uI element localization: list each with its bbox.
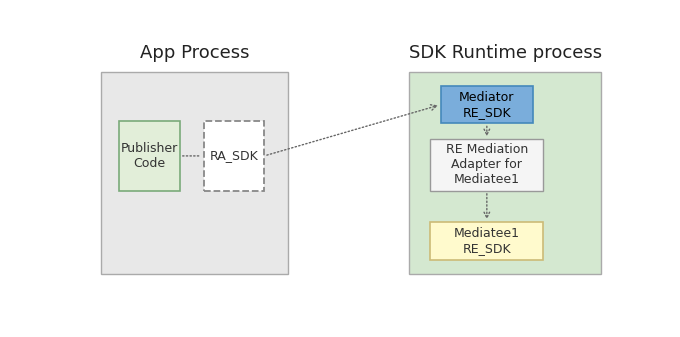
FancyBboxPatch shape [409,71,602,274]
Text: Mediatee1
RE_SDK: Mediatee1 RE_SDK [454,227,520,255]
FancyBboxPatch shape [430,139,543,191]
Text: App Process: App Process [139,44,249,62]
FancyBboxPatch shape [119,121,180,191]
Text: Mediator
RE_SDK: Mediator RE_SDK [459,91,515,119]
Text: SDK Runtime process: SDK Runtime process [409,44,602,62]
Text: Publisher
Code: Publisher Code [121,142,178,170]
FancyBboxPatch shape [203,121,264,191]
FancyBboxPatch shape [430,222,543,260]
FancyBboxPatch shape [101,71,288,274]
FancyBboxPatch shape [441,86,533,123]
Text: RA_SDK: RA_SDK [209,149,258,162]
Text: RE Mediation
Adapter for
Mediatee1: RE Mediation Adapter for Mediatee1 [445,144,528,186]
